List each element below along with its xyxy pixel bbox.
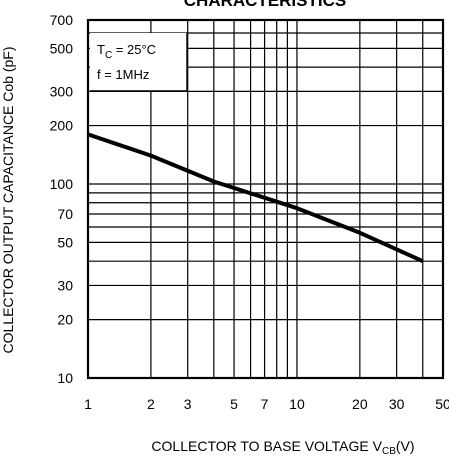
x-tick-labels: 1 2 3 5 7 10 20 30 50 <box>84 396 449 412</box>
y-axis-title: COLLECTOR OUTPUT CAPACITANCE Cob (pF) <box>0 46 16 353</box>
x-tick-label: 7 <box>261 396 269 412</box>
series-line-cob <box>87 132 424 264</box>
y-tick-label: 70 <box>57 206 73 222</box>
y-tick-label: 300 <box>50 83 74 99</box>
x-tick-label: 2 <box>147 396 155 412</box>
y-tick-label: 10 <box>57 370 73 386</box>
x-tick-label: 5 <box>230 396 238 412</box>
y-tick-label: 500 <box>50 40 74 56</box>
x-tick-label: 3 <box>184 396 192 412</box>
y-tick-labels: 10 20 30 50 70 100 200 300 500 700 <box>50 12 74 386</box>
y-tick-label: 700 <box>50 12 74 28</box>
y-tick-label: 50 <box>57 234 73 250</box>
x-tick-label: 30 <box>389 396 405 412</box>
series-layer <box>87 132 424 264</box>
conditions-box: TC = 25°C f = 1MHz <box>90 33 188 92</box>
x-tick-label: 50 <box>435 396 449 412</box>
y-tick-label: 20 <box>57 312 73 328</box>
x-axis-title: COLLECTOR TO BASE VOLTAGE VCB(V) <box>151 438 414 457</box>
conditions-box-bg <box>90 33 187 91</box>
x-tick-label: 10 <box>289 396 305 412</box>
y-tick-label: 100 <box>50 176 74 192</box>
x-tick-label: 1 <box>84 396 92 412</box>
x-tick-label: 20 <box>352 396 368 412</box>
y-tick-label: 30 <box>57 277 73 293</box>
chart-title: CHARACTERISTICS <box>184 0 346 10</box>
y-tick-label: 200 <box>50 118 74 134</box>
temperature-condition: TC = 25°C <box>97 42 156 61</box>
frequency-condition: f = 1MHz <box>97 67 149 82</box>
plot-frame <box>86 18 445 380</box>
